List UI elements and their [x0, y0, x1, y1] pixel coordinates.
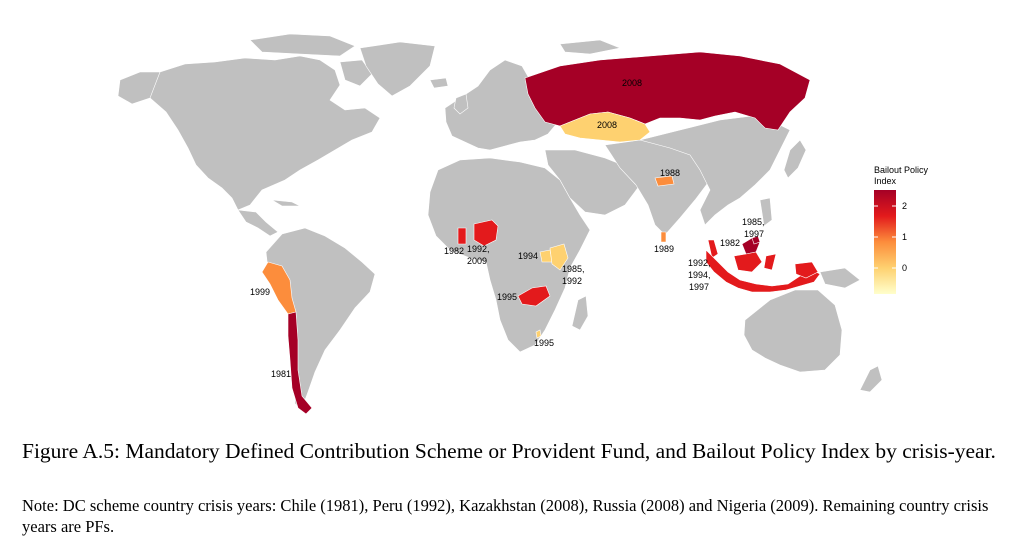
label-russia: 2008: [622, 78, 642, 88]
south-america: [265, 227, 376, 409]
central-america: [237, 209, 279, 237]
country-swaziland: [535, 329, 542, 339]
label-uganda: 1994: [518, 251, 538, 261]
coloured-countries: [261, 51, 821, 415]
figure-caption-title: Figure A.5: Mandatory Defined Contributi…: [22, 439, 996, 463]
iceland: [429, 77, 449, 89]
caribbean: [271, 199, 301, 207]
label-nepal: 1988: [660, 168, 680, 178]
middle-east: [544, 149, 641, 216]
world-map: 2008 2008 1988 1982 1992, 2009 1994 1985…: [117, 33, 929, 415]
country-brunei: [751, 235, 761, 245]
country-russia: [524, 51, 811, 131]
madagascar: [571, 295, 589, 331]
country-indonesia-sulawesi: [763, 253, 777, 271]
alaska: [117, 71, 161, 105]
baffin-island: [339, 59, 373, 87]
country-zambia: [517, 285, 551, 307]
north-america: [139, 55, 381, 211]
figure-caption-note: Note: DC scheme country crisis years: Ch…: [22, 496, 989, 536]
base-landmasses: [117, 33, 883, 409]
label-nigeria-1: 1992,: [467, 244, 490, 254]
country-chile: [287, 311, 313, 415]
country-nigeria: [473, 219, 499, 247]
country-indonesia-papua: [794, 261, 819, 279]
country-kenya: [549, 243, 569, 271]
country-malaysia: [707, 239, 719, 259]
legend-tick-label-1: 1: [902, 232, 907, 242]
australia: [743, 289, 843, 373]
africa: [427, 157, 591, 353]
label-malaysia: 1982: [720, 238, 740, 248]
papua-new-guinea: [819, 267, 861, 289]
greenland: [359, 41, 436, 97]
label-kenya-2: 1992: [562, 276, 582, 286]
country-kazakhstan: [559, 111, 651, 143]
country-indonesia-borneo: [733, 251, 763, 273]
country-sri-lanka: [660, 231, 667, 243]
legend-title-line2: Index: [874, 176, 897, 186]
japan: [783, 139, 807, 179]
label-kenya-1: 1985,: [562, 264, 585, 274]
label-nigeria-2: 2009: [467, 256, 487, 266]
crisis-year-labels: 2008 2008 1988 1982 1992, 2009 1994 1985…: [250, 78, 765, 379]
label-chile: 1981: [271, 369, 291, 379]
arctic-islands: [249, 33, 356, 57]
label-indonesia-2: 1994,: [688, 270, 711, 280]
label-indonesia-3: 1997: [689, 282, 709, 292]
label-ghana: 1982: [444, 246, 464, 256]
legend: Bailout Policy Index 2 1 0: [874, 165, 929, 294]
legend-colorbar: [874, 190, 896, 294]
country-ghana: [457, 227, 467, 245]
arctic-russia-islands: [559, 39, 622, 55]
label-peru: 1999: [250, 287, 270, 297]
label-kazakhstan: 2008: [597, 120, 617, 130]
legend-tick-label-0: 0: [902, 263, 907, 273]
british-isles: [453, 93, 469, 115]
new-zealand: [859, 365, 883, 393]
philippines: [759, 197, 773, 227]
legend-tick-label-2: 2: [902, 201, 907, 211]
legend-title-line1: Bailout Policy: [874, 165, 929, 175]
label-brunei-2: 1997: [744, 229, 764, 239]
label-sri-lanka: 1989: [654, 244, 674, 254]
country-nepal: [654, 175, 675, 187]
label-swaziland: 1995: [534, 338, 554, 348]
country-indonesia: [705, 249, 821, 293]
label-indonesia-1: 1992,: [688, 258, 711, 268]
label-brunei-1: 1985,: [742, 217, 765, 227]
label-zambia: 1995: [497, 292, 517, 302]
